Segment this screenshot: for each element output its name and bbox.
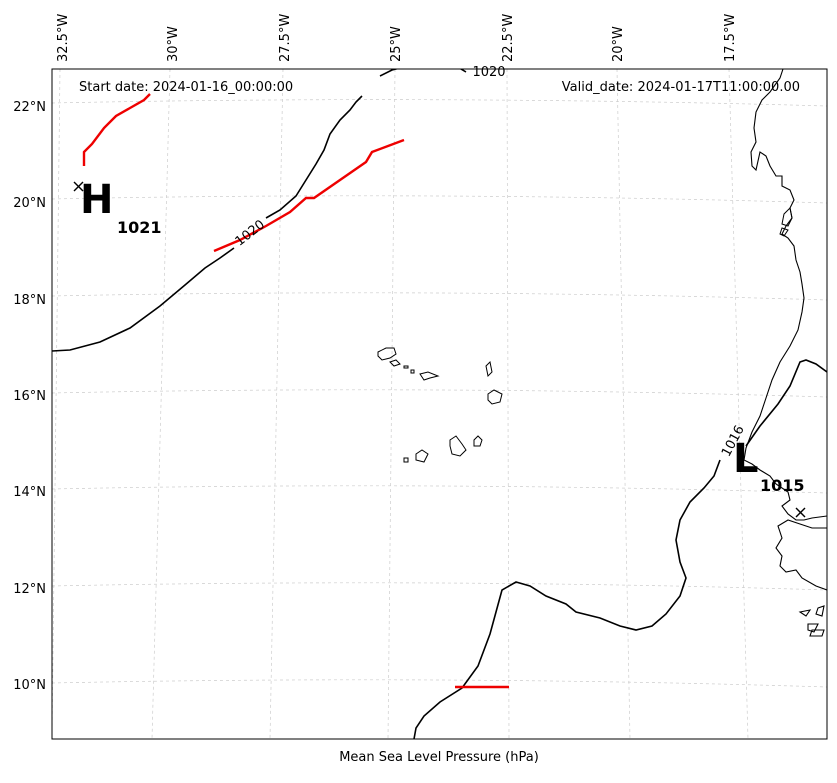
africa-coastline: [798, 605, 825, 637]
parallel-line: [52, 485, 827, 494]
lat-label: 18°N: [13, 293, 46, 308]
high-pressure-letter: H: [80, 177, 113, 223]
lat-label: 14°N: [13, 485, 46, 500]
start-date-label: Start date: 2024-01-16_00:00:00: [79, 80, 293, 95]
parallel-line: [52, 99, 827, 107]
meridian-line: [151, 69, 171, 739]
front-line: [82, 93, 151, 166]
lat-label: 22°N: [13, 100, 46, 115]
lon-label: 22.5°W: [501, 14, 516, 62]
africa-coastline: [775, 519, 827, 591]
lon-label: 25°W: [389, 26, 404, 62]
lat-label: 10°N: [13, 678, 46, 693]
meridian-line: [387, 69, 396, 739]
low-pressure-letter: L: [733, 436, 759, 482]
meridian-line: [52, 69, 61, 739]
isobar-label: 1020: [233, 217, 268, 249]
parallel-line: [52, 195, 827, 204]
high-center-marker-icon: [73, 181, 84, 192]
lon-label: 17.5°W: [723, 14, 738, 62]
lat-label: 20°N: [13, 196, 46, 211]
high-pressure-value: 1021: [117, 218, 162, 237]
isobar-1020: [379, 69, 467, 77]
lon-label: 20°W: [611, 26, 626, 62]
cape-verde-islands: [377, 347, 503, 463]
africa-coastline: [743, 69, 827, 521]
map-frame: [51, 68, 828, 740]
lon-label: 30°W: [166, 26, 181, 62]
front-line: [213, 138, 405, 253]
meridian-line: [728, 69, 749, 739]
low-pressure-value: 1015: [760, 476, 805, 495]
meridian-line: [269, 69, 284, 739]
lon-label: 32.5°W: [56, 14, 71, 62]
parallel-line: [52, 389, 827, 398]
low-center-marker-icon: [795, 507, 806, 518]
valid-date-label: Valid_date: 2024-01-17T11:00:00.00: [562, 80, 800, 95]
lon-label: 27.5°W: [278, 14, 293, 62]
parallel-line: [52, 679, 827, 688]
parallel-line: [52, 582, 827, 591]
isobar-1016: [413, 359, 827, 739]
latitude-labels: 22°N 20°N 18°N 16°N 14°N 12°N 10°N: [13, 100, 46, 693]
lat-label: 16°N: [13, 389, 46, 404]
island: [779, 206, 793, 237]
map-caption: Mean Sea Level Pressure (hPa): [339, 750, 539, 765]
meridian-line: [616, 69, 631, 739]
graticule: [52, 69, 827, 739]
lat-label: 12°N: [13, 582, 46, 597]
longitude-labels: 32.5°W 30°W 27.5°W 25°W 22.5°W 20°W 17.5…: [56, 14, 738, 62]
meridian-line: [506, 69, 510, 739]
parallel-line: [52, 292, 827, 301]
isobar-1020: [52, 95, 363, 352]
isobar-label: 1020: [472, 65, 505, 80]
